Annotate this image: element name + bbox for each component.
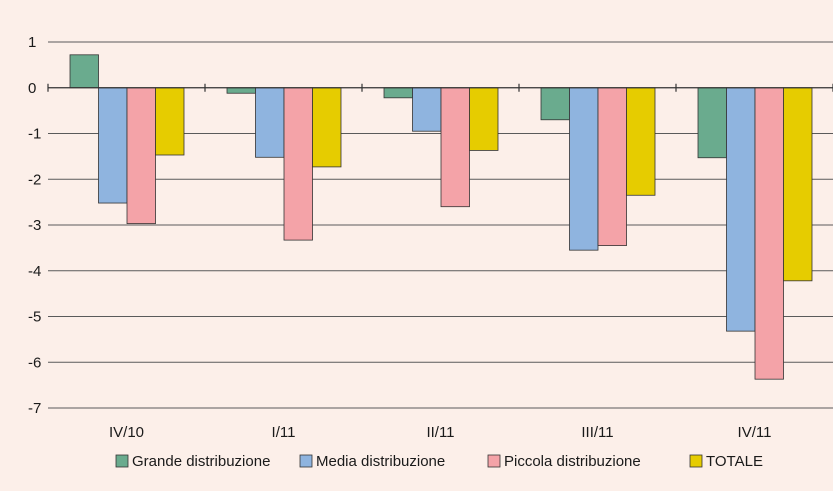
y-tick-label: -5 bbox=[28, 309, 41, 326]
bar bbox=[754, 87, 784, 380]
y-axis-tick-labels: 1 0 -1 -2 -3 -4 -5 -6 -7 bbox=[28, 34, 41, 417]
bar bbox=[469, 87, 499, 151]
bar bbox=[597, 87, 627, 246]
x-tick-label: IV/11 bbox=[738, 424, 772, 441]
legend-swatch bbox=[487, 454, 501, 468]
legend: Grande distribuzione Media distribuzione P… bbox=[115, 453, 763, 470]
bar bbox=[783, 87, 813, 282]
x-tick-label: II/11 bbox=[426, 424, 454, 441]
bar bbox=[412, 87, 442, 132]
x-tick-label: I/11 bbox=[272, 424, 296, 441]
bar bbox=[226, 87, 256, 94]
y-tick-label: -1 bbox=[28, 126, 41, 143]
bar bbox=[98, 87, 128, 204]
x-tick-label: IV/10 bbox=[109, 424, 144, 441]
bar bbox=[155, 87, 185, 156]
legend-label: Piccola distribuzione bbox=[504, 453, 641, 470]
legend-label: Media distribuzione bbox=[316, 453, 445, 470]
y-tick-label: 0 bbox=[28, 80, 36, 97]
bars bbox=[69, 54, 813, 380]
y-tick-label: -3 bbox=[28, 217, 41, 234]
legend-swatch bbox=[299, 454, 313, 468]
bar bbox=[569, 87, 599, 251]
y-tick-label: -7 bbox=[28, 400, 41, 417]
bar bbox=[626, 87, 656, 196]
bar bbox=[312, 87, 342, 168]
bar bbox=[383, 87, 413, 99]
legend-swatch bbox=[689, 454, 703, 468]
bar bbox=[283, 87, 313, 241]
y-tick-label: -4 bbox=[28, 263, 41, 280]
bar bbox=[697, 87, 727, 159]
y-tick-label: -2 bbox=[28, 171, 41, 188]
bar bbox=[126, 87, 156, 225]
bar bbox=[540, 87, 570, 121]
legend-label: Grande distribuzione bbox=[132, 453, 270, 470]
y-tick-label: 1 bbox=[28, 34, 36, 51]
legend-swatch bbox=[115, 454, 129, 468]
bar bbox=[255, 87, 285, 158]
legend-label: TOTALE bbox=[706, 453, 763, 470]
bar bbox=[69, 54, 99, 89]
y-tick-label: -6 bbox=[28, 354, 41, 371]
x-tick-label: III/11 bbox=[581, 424, 613, 441]
bar bbox=[726, 87, 756, 332]
zero-axis bbox=[47, 83, 833, 92]
x-axis-tick-labels: IV/10 I/11 II/11 III/11 IV/11 bbox=[109, 424, 771, 441]
bar bbox=[440, 87, 470, 208]
